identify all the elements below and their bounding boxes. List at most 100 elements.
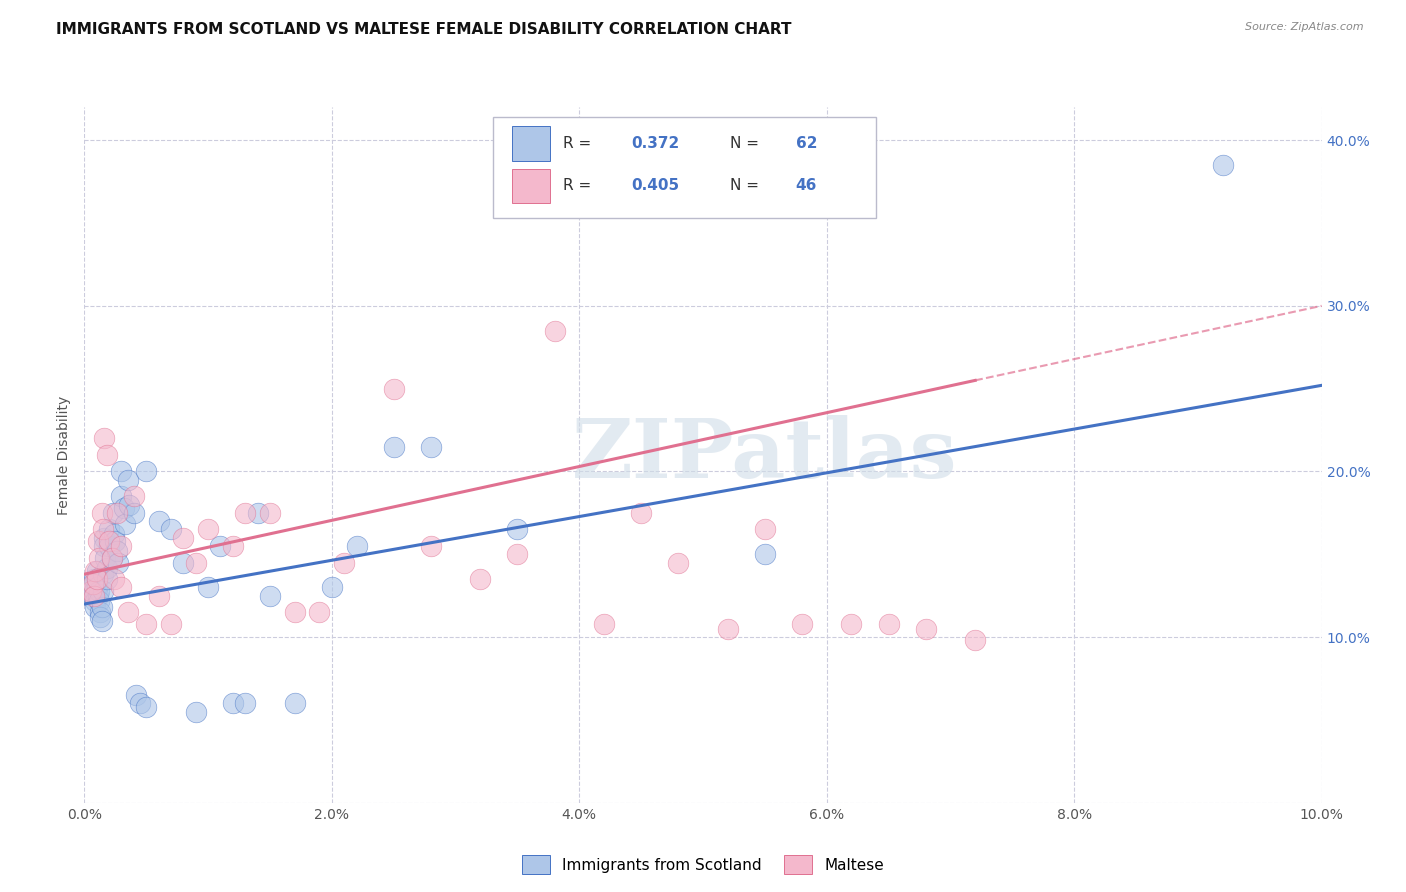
Y-axis label: Female Disability: Female Disability	[58, 395, 72, 515]
Point	[86, 581, 108, 595]
Point	[197, 581, 219, 595]
Point	[110, 465, 132, 479]
Point	[90, 506, 112, 520]
FancyBboxPatch shape	[512, 169, 550, 203]
Point	[80, 577, 103, 591]
Point	[100, 550, 122, 565]
Point	[103, 527, 125, 541]
Point	[125, 688, 148, 702]
Point	[914, 622, 936, 636]
Point	[593, 616, 616, 631]
Point	[135, 616, 157, 631]
Point	[259, 589, 281, 603]
Point	[79, 583, 101, 598]
Point	[84, 564, 107, 578]
Point	[82, 577, 104, 591]
Point	[96, 448, 118, 462]
Point	[754, 547, 776, 561]
Point	[543, 324, 565, 338]
Point	[419, 539, 441, 553]
Text: ZIPatlas: ZIPatlas	[572, 415, 957, 495]
Point	[506, 523, 529, 537]
Point	[110, 581, 132, 595]
Text: 0.372: 0.372	[631, 136, 679, 152]
Point	[790, 616, 813, 631]
Legend: Immigrants from Scotland, Maltese: Immigrants from Scotland, Maltese	[516, 849, 890, 880]
Point	[222, 697, 245, 711]
Point	[94, 550, 117, 565]
Point	[104, 534, 127, 549]
Point	[89, 583, 111, 598]
Point	[86, 572, 108, 586]
Point	[87, 534, 110, 549]
Point	[630, 506, 652, 520]
Text: R =: R =	[564, 136, 596, 152]
Point	[110, 489, 132, 503]
Point	[84, 593, 107, 607]
Point	[87, 589, 110, 603]
Point	[135, 465, 157, 479]
Text: N =: N =	[730, 178, 763, 194]
Point	[103, 572, 125, 586]
Point	[346, 539, 368, 553]
Point	[91, 583, 114, 598]
Point	[83, 583, 105, 598]
Point	[666, 556, 689, 570]
Point	[321, 581, 343, 595]
Point	[470, 572, 492, 586]
Point	[965, 633, 987, 648]
Point	[419, 440, 441, 454]
Point	[382, 382, 405, 396]
Point	[382, 440, 405, 454]
Point	[841, 616, 863, 631]
Point	[259, 506, 281, 520]
Point	[197, 523, 219, 537]
Point	[105, 506, 128, 520]
Point	[91, 523, 114, 537]
Point	[754, 523, 776, 537]
Point	[79, 583, 101, 598]
Point	[172, 556, 194, 570]
Point	[89, 593, 111, 607]
Point	[83, 572, 105, 586]
Point	[91, 567, 114, 582]
Point	[148, 589, 170, 603]
Point	[112, 500, 135, 515]
Point	[93, 431, 115, 445]
FancyBboxPatch shape	[512, 127, 550, 161]
Text: R =: R =	[564, 178, 596, 194]
Point	[117, 473, 139, 487]
Point	[160, 616, 183, 631]
Point	[100, 550, 122, 565]
Point	[86, 564, 108, 578]
Point	[89, 610, 111, 624]
Point	[96, 560, 118, 574]
Point	[96, 572, 118, 586]
Point	[107, 556, 129, 570]
Point	[333, 556, 356, 570]
Point	[98, 523, 121, 537]
Text: N =: N =	[730, 136, 763, 152]
Point	[118, 498, 141, 512]
Point	[233, 697, 256, 711]
Point	[233, 506, 256, 520]
Point	[114, 517, 136, 532]
Text: 0.405: 0.405	[631, 178, 679, 194]
Point	[82, 589, 104, 603]
FancyBboxPatch shape	[492, 118, 876, 219]
Point	[160, 523, 183, 537]
Point	[101, 506, 124, 520]
Point	[284, 697, 307, 711]
Point	[79, 581, 101, 595]
Point	[122, 489, 145, 503]
Point	[122, 506, 145, 520]
Point	[717, 622, 740, 636]
Point	[98, 539, 121, 553]
Text: Source: ZipAtlas.com: Source: ZipAtlas.com	[1246, 22, 1364, 32]
Point	[135, 699, 157, 714]
Point	[117, 605, 139, 619]
Point	[172, 531, 194, 545]
Point	[83, 589, 105, 603]
Point	[184, 556, 207, 570]
Text: IMMIGRANTS FROM SCOTLAND VS MALTESE FEMALE DISABILITY CORRELATION CHART: IMMIGRANTS FROM SCOTLAND VS MALTESE FEMA…	[56, 22, 792, 37]
